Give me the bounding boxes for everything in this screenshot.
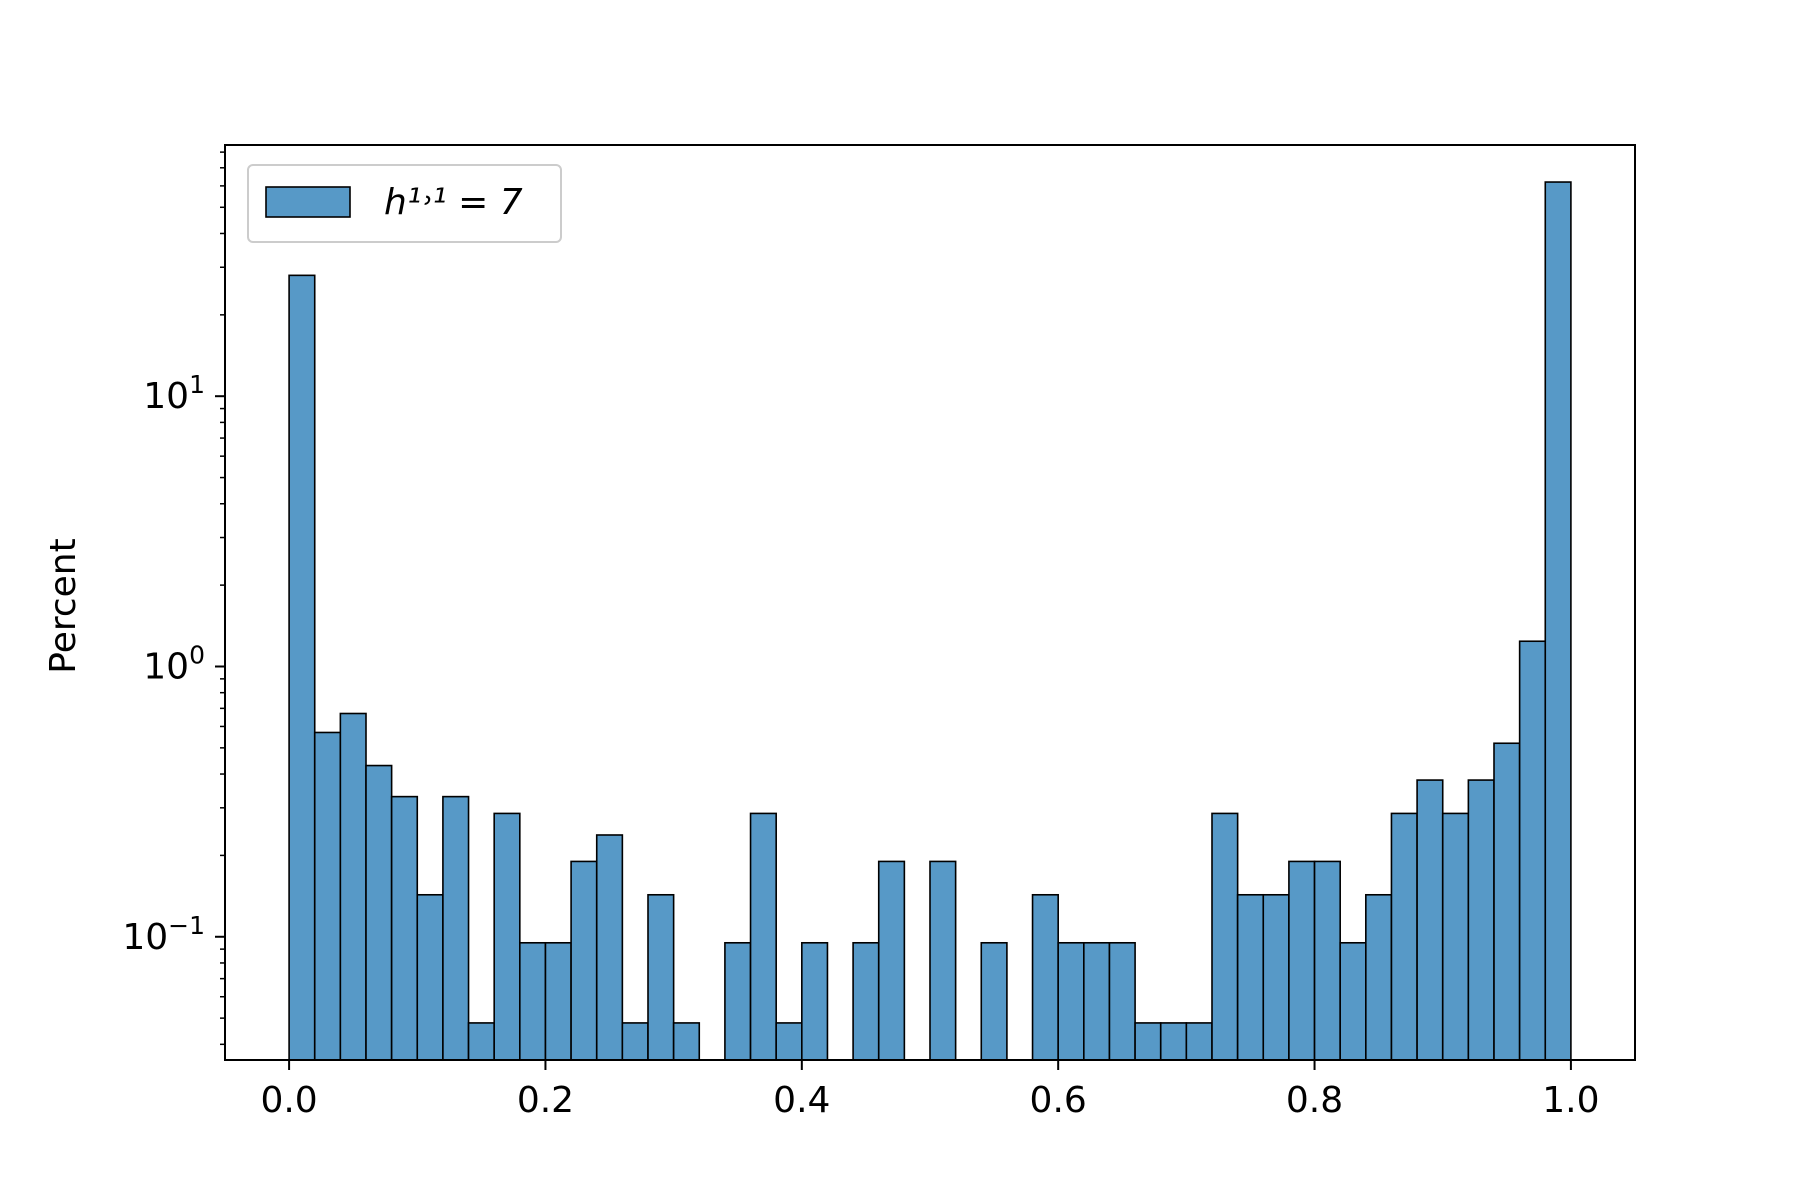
- histogram-bar: [1544, 181, 1572, 1061]
- histogram-bar: [1441, 812, 1470, 1061]
- histogram-bar: [1493, 742, 1521, 1061]
- histogram-bar: [1083, 941, 1111, 1061]
- histogram-bar: [493, 812, 521, 1061]
- histogram-bar: [1057, 941, 1085, 1061]
- histogram-bar: [442, 795, 470, 1061]
- histogram-bar: [647, 893, 675, 1061]
- plot-frame: [224, 144, 1636, 1061]
- x-axis: 0.0 0.2 0.4 0.6 0.8 1.0: [260, 1060, 1600, 1121]
- y-axis: 10−1 100 101: [122, 151, 225, 1046]
- histogram-bar: [1313, 860, 1341, 1061]
- histogram-bar: [390, 795, 419, 1061]
- histogram-bar: [929, 860, 957, 1061]
- histogram-bar: [570, 860, 598, 1061]
- histogram-bar: [877, 860, 906, 1061]
- x-tick-label: 0.6: [1030, 1080, 1087, 1121]
- histogram-bar: [1288, 860, 1316, 1061]
- histogram-bar: [365, 764, 393, 1061]
- histogram-bar: [672, 1022, 701, 1061]
- x-tick-label: 0.2: [517, 1080, 574, 1121]
- legend-label: h¹˒¹ = 7: [384, 182, 523, 223]
- histogram-bar: [1390, 812, 1418, 1061]
- histogram-bar: [1365, 893, 1393, 1061]
- y-axis-label: Percent: [43, 538, 84, 673]
- histogram-bar: [467, 1022, 495, 1061]
- histogram-bar: [519, 941, 547, 1061]
- histogram-bar: [1262, 893, 1290, 1061]
- histogram-bar: [1467, 779, 1495, 1061]
- legend-swatch: [265, 186, 351, 218]
- histogram-bar: [1134, 1022, 1162, 1061]
- legend: h¹˒¹ = 7: [247, 164, 562, 243]
- y-tick-label: 101: [143, 370, 205, 417]
- histogram-bar: [980, 941, 1008, 1061]
- x-tick-label: 0.0: [260, 1080, 317, 1121]
- bars-group: [288, 181, 1572, 1061]
- histogram-bar: [1185, 1022, 1213, 1061]
- histogram-bar: [1211, 812, 1239, 1061]
- histogram-bar: [1339, 941, 1367, 1061]
- histogram-bar: [339, 712, 367, 1061]
- histogram-bar: [852, 941, 880, 1061]
- x-tick-label: 0.4: [773, 1080, 830, 1121]
- histogram-bar: [288, 274, 316, 1061]
- x-tick-label: 0.8: [1286, 1080, 1343, 1121]
- histogram-bar: [595, 834, 624, 1061]
- histogram-bar: [1518, 640, 1547, 1061]
- histogram-bar: [313, 731, 342, 1061]
- histogram-bar: [724, 941, 752, 1061]
- histogram-bar: [1159, 1022, 1188, 1061]
- histogram-bar: [1108, 941, 1136, 1061]
- histogram-bar: [775, 1022, 803, 1061]
- histogram-bar: [1236, 893, 1265, 1061]
- histogram-bar: [1416, 779, 1444, 1061]
- histogram-bar: [544, 941, 572, 1061]
- histogram-bar: [416, 893, 444, 1061]
- histogram-bar: [801, 941, 829, 1061]
- histogram-bar: [1031, 893, 1059, 1061]
- x-tick-label: 1.0: [1542, 1080, 1599, 1121]
- histogram-bar: [749, 812, 777, 1061]
- histogram-bar: [621, 1022, 649, 1061]
- y-tick-label: 10−1: [122, 911, 205, 958]
- legend-box: [247, 164, 562, 243]
- y-tick-label: 100: [143, 640, 205, 687]
